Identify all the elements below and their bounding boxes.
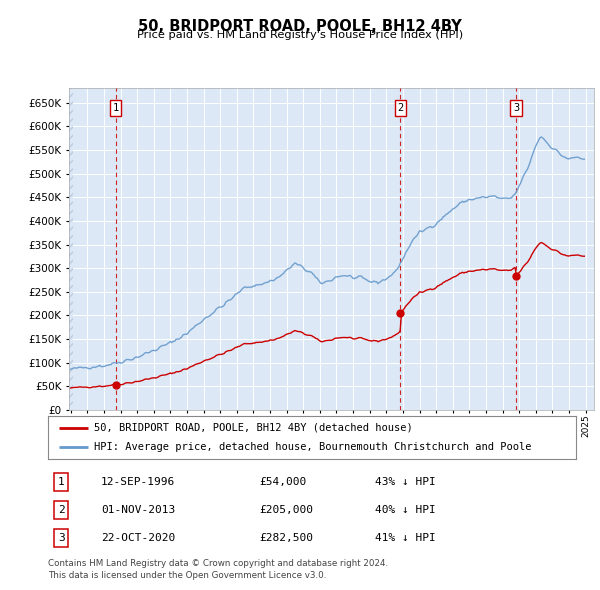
Text: This data is licensed under the Open Government Licence v3.0.: This data is licensed under the Open Gov… [48,571,326,579]
Text: 01-NOV-2013: 01-NOV-2013 [101,504,175,514]
Text: HPI: Average price, detached house, Bournemouth Christchurch and Poole: HPI: Average price, detached house, Bour… [94,442,532,453]
Text: 2: 2 [58,504,65,514]
Text: 12-SEP-1996: 12-SEP-1996 [101,477,175,487]
Text: 1: 1 [58,477,65,487]
Text: 43% ↓ HPI: 43% ↓ HPI [376,477,436,487]
Text: Price paid vs. HM Land Registry's House Price Index (HPI): Price paid vs. HM Land Registry's House … [137,30,463,40]
Text: £282,500: £282,500 [259,533,313,543]
Text: £54,000: £54,000 [259,477,307,487]
Text: 1: 1 [113,103,119,113]
Text: £205,000: £205,000 [259,504,313,514]
Text: 41% ↓ HPI: 41% ↓ HPI [376,533,436,543]
Text: 50, BRIDPORT ROAD, POOLE, BH12 4BY: 50, BRIDPORT ROAD, POOLE, BH12 4BY [138,19,462,34]
Text: 50, BRIDPORT ROAD, POOLE, BH12 4BY (detached house): 50, BRIDPORT ROAD, POOLE, BH12 4BY (deta… [94,422,413,432]
Bar [69,88,73,410]
Text: 3: 3 [58,533,65,543]
Text: 22-OCT-2020: 22-OCT-2020 [101,533,175,543]
Text: 3: 3 [513,103,519,113]
Text: Contains HM Land Registry data © Crown copyright and database right 2024.: Contains HM Land Registry data © Crown c… [48,559,388,568]
Text: 40% ↓ HPI: 40% ↓ HPI [376,504,436,514]
Text: 2: 2 [397,103,403,113]
